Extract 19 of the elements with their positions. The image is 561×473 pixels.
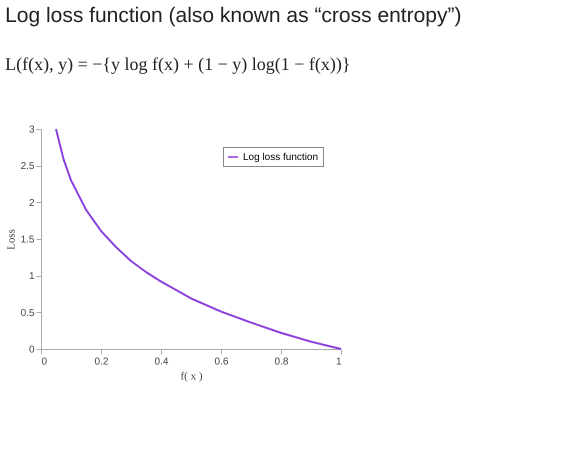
text: L(f(x), y) = −{y log f(x) + (1 − y) log(1 − f(x))} xyxy=(5,54,351,74)
y-tick-label: 2.5 xyxy=(20,161,35,172)
x-tick-label: 0.2 xyxy=(94,356,109,368)
x-tick-label: 0 xyxy=(42,356,48,368)
legend-label: Log loss function xyxy=(243,152,318,163)
y-tick-label: 3 xyxy=(28,124,35,136)
y-tick-label: 2 xyxy=(28,198,35,209)
x-tick-label: 0.8 xyxy=(274,356,289,368)
x-tick-label: 0.4 xyxy=(154,356,169,368)
x-tick-label: 1 xyxy=(336,356,342,368)
y-tick-label: 0 xyxy=(28,344,35,356)
y-tick-label: 1.5 xyxy=(20,234,35,246)
y-axis-title: Loss xyxy=(6,229,18,250)
line-series xyxy=(55,128,342,350)
x-axis-title: f( x ) xyxy=(180,370,203,382)
x-tick-label: 0.6 xyxy=(214,356,229,368)
chart-title: Log loss function (also known as “cross entropy”) xyxy=(5,4,462,27)
y-tick-label: 0.5 xyxy=(20,308,35,319)
y-tick-label: 1 xyxy=(28,271,35,282)
